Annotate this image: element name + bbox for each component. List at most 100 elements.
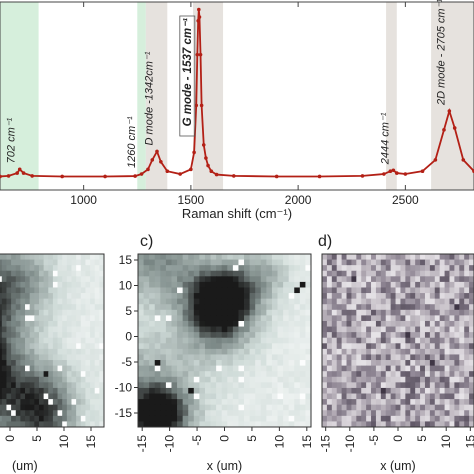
heatmap-cell — [288, 354, 295, 361]
heatmap-cell — [221, 293, 228, 300]
heatmap-cell — [459, 354, 465, 361]
heatmap-cell — [99, 393, 105, 400]
heatmap-cell — [149, 376, 156, 383]
heatmap-cell — [85, 410, 91, 417]
heatmap-cell — [420, 332, 426, 339]
heatmap-cell — [356, 281, 362, 288]
heatmap-cell — [0, 415, 3, 422]
heatmap-cell — [57, 254, 63, 260]
heatmap-cell — [283, 332, 290, 339]
heatmap-cell — [15, 259, 21, 266]
heatmap-cell — [0, 293, 3, 300]
highlight-band — [145, 2, 168, 190]
heatmap-cell — [351, 348, 357, 355]
heatmap-cell — [94, 270, 100, 277]
heatmap-cell — [322, 393, 328, 400]
heatmap-cell — [322, 376, 328, 383]
heatmap-cell — [336, 320, 343, 327]
heatmap-cell — [366, 348, 372, 355]
heatmap-cell — [346, 348, 352, 355]
heatmap-cell — [299, 309, 306, 316]
heatmap-cell — [165, 393, 172, 400]
heatmap-cell — [48, 365, 54, 372]
heatmap-cell — [154, 376, 161, 383]
heatmap-cell — [424, 259, 431, 266]
heatmap-cell — [356, 270, 362, 277]
heatmap-cell — [277, 360, 284, 367]
heatmap-cell — [57, 421, 63, 428]
heatmap-cell — [0, 348, 3, 355]
heatmap-cell — [154, 270, 161, 277]
heatmap-cell — [177, 326, 184, 333]
spectrum-point — [6, 174, 11, 178]
heatmap-cell — [255, 343, 262, 350]
heatmap-cell — [439, 360, 445, 367]
heatmap-cell — [193, 315, 200, 322]
heatmap-cell — [283, 421, 290, 428]
heatmap-cell — [66, 348, 72, 355]
heatmap-cell — [48, 270, 54, 277]
heatmap-cell — [0, 376, 3, 383]
heatmap-cell — [57, 276, 63, 283]
heatmap-cell — [429, 376, 436, 383]
heatmap-cell — [227, 337, 234, 344]
heatmap-cell — [271, 332, 278, 339]
heatmap-cell — [375, 399, 382, 406]
heatmap-cell — [395, 309, 401, 316]
heatmap-cell — [331, 304, 338, 311]
heatmap-cell — [361, 259, 367, 266]
heatmap-cell — [138, 254, 144, 260]
heatmap-cell — [410, 365, 416, 372]
heatmap-cell — [444, 404, 450, 411]
heatmap-cell — [341, 421, 347, 428]
heatmap-cell — [193, 332, 200, 339]
heatmap-cell — [210, 281, 217, 288]
heatmap-cell — [48, 348, 54, 355]
heatmap-cell — [193, 276, 200, 283]
heatmap-cell — [85, 270, 91, 277]
heatmap-cell — [11, 365, 17, 372]
heatmap-cell — [244, 348, 251, 355]
heatmap-cell — [385, 343, 392, 350]
heatmap-cell — [193, 393, 200, 400]
heatmap-cell — [29, 326, 35, 333]
heatmap-cell — [336, 298, 343, 305]
heatmap-cell — [99, 326, 105, 333]
heatmap-cell — [434, 399, 441, 406]
heatmap-cell — [277, 332, 284, 339]
heatmap-cell — [193, 382, 200, 389]
heatmap-cell — [6, 360, 12, 367]
heatmap-cell — [210, 265, 217, 272]
heatmap-cell — [57, 332, 63, 339]
heatmap-cell — [25, 315, 31, 322]
heatmap-cell — [171, 270, 178, 277]
heatmap-cell — [15, 326, 21, 333]
heatmap-cell — [405, 387, 411, 394]
heatmap-cell — [380, 293, 387, 300]
heatmap-cell — [299, 276, 306, 283]
heatmap-cell — [444, 315, 450, 322]
heatmap-cell — [154, 360, 161, 367]
heatmap-x-tick-label: 0 — [218, 435, 232, 442]
heatmap-cell — [454, 315, 460, 322]
heatmap-cell — [294, 304, 301, 311]
heatmap-cell — [356, 315, 362, 322]
heatmap-cell — [0, 404, 3, 411]
heatmap-cell — [361, 410, 367, 417]
heatmap-cell — [266, 254, 273, 260]
spectrum-point — [274, 174, 279, 179]
heatmap-cell — [385, 376, 392, 383]
heatmap-cell — [283, 265, 290, 272]
heatmap-cell — [210, 376, 217, 383]
heatmap-cell — [29, 393, 35, 400]
heatmap-cell — [346, 304, 352, 311]
heatmap-cell — [71, 309, 77, 316]
heatmap-cell — [227, 265, 234, 272]
heatmap-cell — [143, 326, 150, 333]
heatmap-cell — [199, 382, 206, 389]
heatmap-cell — [11, 387, 17, 394]
heatmap-cell — [90, 326, 96, 333]
heatmap-cell — [160, 293, 167, 300]
heatmap-cell — [154, 410, 161, 417]
heatmap-cell — [415, 371, 421, 378]
